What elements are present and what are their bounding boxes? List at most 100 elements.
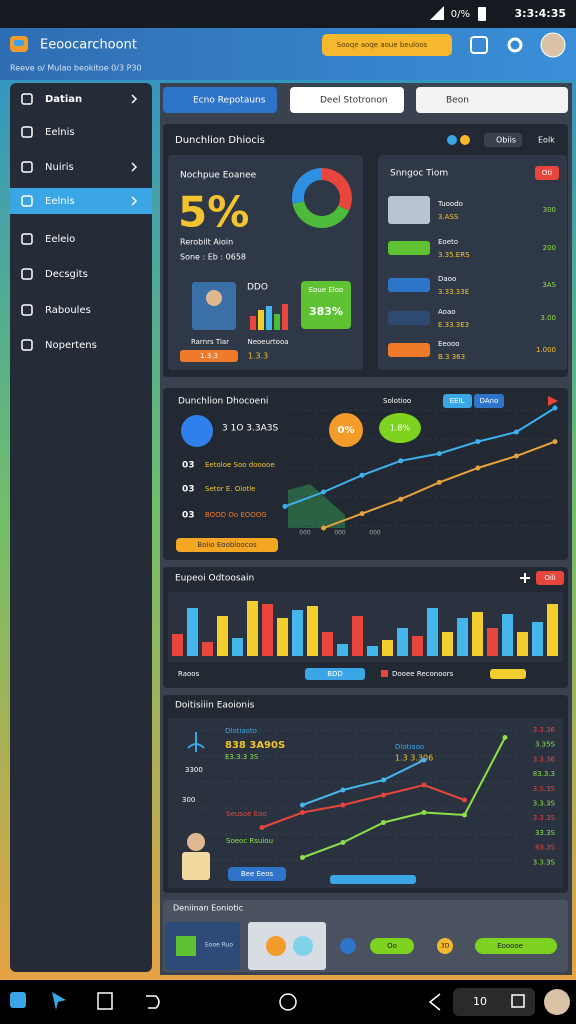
line-point [259,825,265,830]
nav-item[interactable]: Decsgits [45,269,88,280]
bar [247,601,258,656]
avatar [540,32,566,58]
nav-icon [21,161,33,173]
fruit-icon [266,936,286,956]
line-point [552,439,558,445]
nav-item[interactable]: Eeleio [45,234,75,245]
badge-label: 0% [338,425,355,436]
chip [474,394,504,408]
chip-label: DAno [480,397,499,405]
nav-button[interactable] [97,992,113,1010]
nav-item[interactable]: Datian [45,94,82,105]
stat-sub: E3.3.3 3S [225,753,259,761]
row-number: 03 [182,485,195,495]
line-point [381,820,386,825]
settings-button[interactable] [470,36,488,54]
line-point [436,451,442,457]
card-button[interactable] [536,571,564,585]
app-title: Eeoocarchoont [40,38,137,53]
row-thumb [388,278,430,292]
stat-title: Dlotiaoto [225,727,257,735]
nav-button[interactable] [428,993,441,1011]
widget-pill [475,938,557,954]
bar [382,640,393,656]
row-value: B.3 363 [438,353,465,361]
card-title: Dunchlion Dhiocis [175,135,265,146]
nav-icon [21,93,33,105]
value-label: 3.3.3S [533,800,556,808]
bar [517,632,528,656]
value-label: 83.3S [535,844,556,852]
row-amount: 3AS [542,281,556,289]
nav-icon [21,195,33,207]
bar [337,644,348,656]
line-point [475,439,481,445]
nav-item[interactable]: Eelnis [45,127,75,138]
search-box[interactable] [322,34,452,56]
row-value: 3.ASS [438,213,459,221]
line-point [421,757,427,763]
legend-label: Solotioo [383,397,411,405]
gear-button[interactable] [507,37,523,53]
stat: 1.3 3.306 [395,754,433,763]
kpi-label: Rerobilt Aioin [180,238,233,247]
bar [262,604,273,656]
note: Seusoe Eoo [226,810,267,818]
line-point [398,458,404,464]
nav-icon [21,233,33,245]
row-amount: 3.00 [540,314,556,322]
value-label: 33.3S [535,829,556,837]
tab[interactable] [416,87,568,113]
donut-segment [321,168,352,211]
line-point [381,792,386,798]
badge [379,413,421,443]
legend-label: Dooee Reconoors [392,670,454,678]
bar [217,616,228,656]
nav-button[interactable] [279,993,297,1011]
nav-button[interactable] [52,992,66,1010]
button-label: Bee Eeos [241,870,274,878]
nav-item[interactable]: Raboules [45,305,91,316]
line-point [552,405,558,411]
card-button[interactable] [228,867,286,881]
tab[interactable] [163,87,277,113]
battery-icon [478,7,486,21]
signal-icon [430,6,444,20]
row-value: E.33.3E3 [438,321,469,329]
line-point [321,525,327,531]
bar [457,618,468,656]
widget-label: Oo [387,942,397,950]
card-title: Deniinan Eoniotic [173,904,243,913]
line-point [513,429,519,435]
bar [232,638,243,656]
caption-value: 1.3.3 [248,352,268,361]
small-value: DDO [247,283,268,293]
line-point [513,453,519,459]
nav-item[interactable]: Nuiris [45,162,74,173]
nav-button[interactable] [10,992,26,1008]
line-point [462,797,467,803]
line-point [502,735,508,740]
bar [202,642,213,656]
line-point [321,489,327,495]
row-thumb [388,241,430,255]
line-point [421,782,427,788]
chevron [131,196,138,206]
bar [277,618,288,656]
nav-item[interactable]: Eelnis [45,196,75,207]
line-series [261,783,465,829]
logo-icon [187,732,205,752]
row-thumb [388,311,430,325]
row-value: 3.35.ERS [438,251,470,259]
bar [292,610,303,656]
bar [187,608,198,656]
tab[interactable] [290,87,404,113]
row-name: Eoeto [438,238,458,246]
nav-label: 10 [473,995,487,1008]
line-series [284,407,556,508]
list-button[interactable] [535,166,559,180]
nav-item[interactable]: Nopertens [45,340,97,351]
row-name: Tuoodo [437,200,463,208]
nav-button[interactable] [146,995,160,1009]
